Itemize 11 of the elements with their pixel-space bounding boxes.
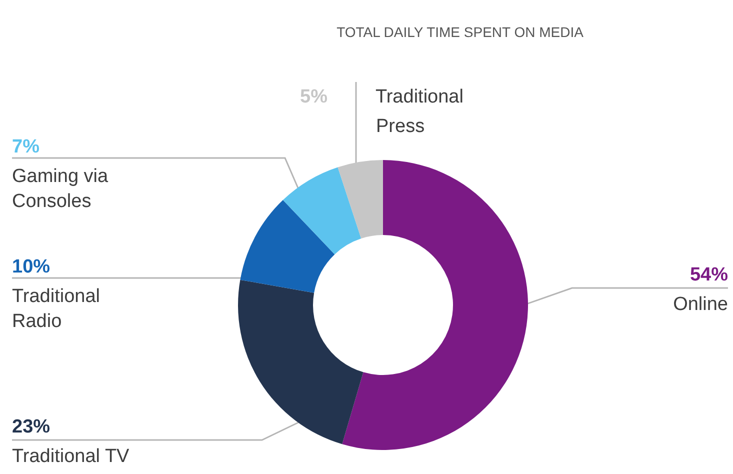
slice-label: Traditional TV bbox=[12, 446, 130, 467]
data-label: 10% bbox=[12, 256, 50, 278]
data-label: 23% bbox=[12, 416, 50, 438]
slice-label: Traditional Press bbox=[375, 86, 464, 137]
slice-label: Gaming via Consoles bbox=[12, 166, 109, 212]
slice-label: Online bbox=[673, 294, 728, 315]
data-label: 54% bbox=[690, 264, 728, 286]
chart-title: TOTAL DAILY TIME SPENT ON MEDIA bbox=[336, 24, 584, 40]
data-label: 7% bbox=[12, 136, 40, 158]
slice-label: Traditional Radio bbox=[12, 286, 100, 332]
data-label: 5% bbox=[300, 86, 328, 108]
